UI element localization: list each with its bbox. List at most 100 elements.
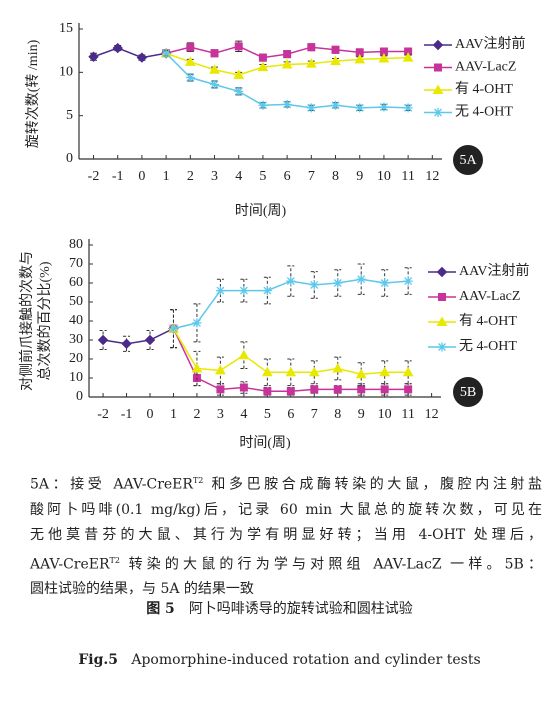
legend-label: 无 4-OHT bbox=[455, 105, 513, 120]
legend-marker bbox=[436, 316, 448, 326]
data-point bbox=[356, 274, 366, 284]
data-point bbox=[97, 334, 109, 346]
legend-marker bbox=[434, 63, 442, 72]
data-point bbox=[112, 42, 123, 54]
data-point bbox=[354, 53, 366, 64]
x-tick-label: -1 bbox=[112, 169, 124, 184]
data-point bbox=[306, 103, 316, 113]
legend-label: 有 4-OHT bbox=[459, 313, 517, 329]
error-bar bbox=[263, 276, 271, 305]
legend-label: 有 4-OHT bbox=[455, 81, 513, 97]
caption-line: AAV-CreERT2 转染的大鼠的行为学与对照组 AAV-LacZ 一样。5B… bbox=[30, 548, 542, 578]
legend-marker bbox=[436, 266, 448, 278]
series-line bbox=[102, 327, 174, 345]
data-point bbox=[286, 276, 296, 286]
figure-title: 图 5 阿卜吗啡诱导的旋转试验和圆柱试验 bbox=[0, 598, 559, 618]
data-point bbox=[378, 52, 390, 63]
data-point bbox=[185, 73, 195, 83]
data-point bbox=[333, 385, 342, 394]
y-tick-label: 10 bbox=[59, 65, 73, 80]
x-tick-label: 2 bbox=[187, 169, 194, 184]
x-tick-label: 1 bbox=[170, 407, 177, 422]
data-point bbox=[307, 43, 316, 52]
x-tick-label: 6 bbox=[284, 169, 291, 184]
caption: 5A：接受 AAV-CreERT2 和多巴胺合成酶转染的大鼠，腹腔内注射盐 酸阿卜… bbox=[30, 468, 542, 602]
data-point bbox=[355, 103, 365, 113]
legend-label: AAV-LacZ bbox=[455, 60, 516, 75]
data-point bbox=[258, 53, 267, 62]
x-tick-label: 10 bbox=[377, 169, 391, 184]
data-point bbox=[239, 383, 248, 392]
x-tick-label: 4 bbox=[240, 407, 247, 422]
error-bar bbox=[216, 356, 224, 385]
x-tick-label: 0 bbox=[138, 169, 145, 184]
x-tick-label: 11 bbox=[401, 169, 414, 184]
x-tick-label: -1 bbox=[121, 407, 133, 422]
data-point bbox=[404, 385, 413, 394]
y-tick-label: 80 bbox=[69, 237, 83, 252]
data-point bbox=[168, 324, 178, 334]
x-tick-label: 11 bbox=[401, 407, 414, 422]
x-tick-label: 9 bbox=[358, 407, 365, 422]
y-tick-label: 10 bbox=[69, 370, 83, 385]
data-point bbox=[333, 278, 343, 288]
data-point bbox=[121, 338, 132, 350]
data-point bbox=[282, 99, 292, 109]
figure-label: 图 5 bbox=[146, 601, 175, 617]
data-point bbox=[402, 52, 414, 62]
data-point bbox=[136, 52, 148, 63]
data-point bbox=[233, 69, 245, 79]
error-bar bbox=[240, 341, 248, 369]
data-point bbox=[286, 387, 295, 396]
error-bar bbox=[381, 269, 389, 297]
superscript: T2 bbox=[109, 555, 120, 565]
data-point bbox=[402, 366, 414, 377]
data-point bbox=[281, 59, 293, 69]
x-tick-label: 1 bbox=[163, 169, 170, 184]
error-bar bbox=[146, 330, 154, 350]
x-tick-label: 8 bbox=[334, 407, 341, 422]
data-point bbox=[380, 278, 390, 288]
superscript: T2 bbox=[192, 476, 204, 485]
caption-text: 圆柱试验的结果，与 5A 的结果一致 bbox=[30, 581, 254, 598]
y-tick-label: 5 bbox=[66, 108, 73, 123]
caption-text: 酸阿卜吗啡(0.1 mg/kg)后，记录 60 min 大鼠总的旋转次数，可见在 bbox=[30, 501, 542, 518]
y-tick-label: 60 bbox=[69, 275, 83, 290]
y-tick-label: 70 bbox=[69, 256, 83, 271]
x-tick-label: 7 bbox=[311, 407, 318, 422]
caption-text: 5A：接受 AAV-CreER bbox=[30, 476, 193, 493]
x-tick-label: 3 bbox=[217, 407, 224, 422]
x-tick-label: 9 bbox=[356, 169, 363, 184]
y-axis-title: 旋转次数(转 /min) bbox=[25, 39, 41, 148]
x-tick-label: 5 bbox=[264, 407, 271, 422]
x-tick-label: 10 bbox=[378, 407, 392, 422]
data-point bbox=[305, 58, 317, 68]
x-axis-title: 时间(周) bbox=[235, 203, 287, 219]
legend-label: AAV注射前 bbox=[455, 35, 526, 52]
caption-text: 和多巴胺合成酶转染的大鼠，腹腔内注射盐 bbox=[203, 476, 542, 493]
data-point bbox=[379, 366, 391, 377]
y-tick-label: 40 bbox=[69, 313, 83, 328]
data-point bbox=[209, 64, 220, 74]
data-point bbox=[257, 61, 269, 72]
error-bar bbox=[263, 358, 271, 387]
x-tick-label: 0 bbox=[147, 407, 154, 422]
data-point bbox=[88, 51, 99, 62]
error-bar bbox=[99, 330, 107, 350]
data-point bbox=[192, 318, 202, 328]
data-point bbox=[379, 102, 389, 112]
x-tick-label: 12 bbox=[425, 169, 439, 184]
caption-line: 无他莫昔芬的大鼠、其行为学有明显好转；当用 4-OHT 处理后， bbox=[30, 523, 542, 548]
data-point bbox=[380, 385, 389, 394]
data-point bbox=[379, 47, 388, 56]
legend-marker bbox=[433, 108, 443, 117]
data-point bbox=[331, 100, 341, 110]
x-tick-label: 7 bbox=[308, 169, 315, 184]
data-point bbox=[283, 50, 292, 59]
series-line bbox=[93, 47, 167, 59]
data-point bbox=[355, 368, 367, 379]
data-point bbox=[308, 366, 320, 377]
y-axis-title: 总次数的百分比(%) bbox=[37, 261, 53, 380]
